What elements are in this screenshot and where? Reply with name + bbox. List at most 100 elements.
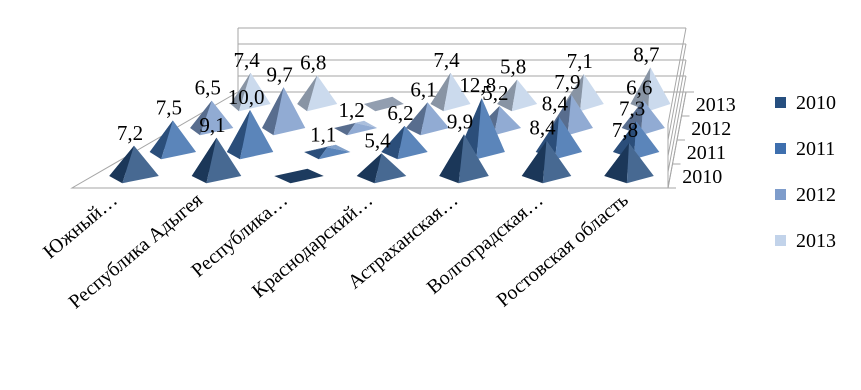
- pyramid-right-face: [347, 122, 378, 136]
- category-axis: Южный…Республика АдыгеяРеспублика…Красно…: [39, 189, 633, 313]
- pyramid-left-face: [226, 110, 251, 160]
- side-wall-gridline: [667, 43, 687, 141]
- pyramid-base: [274, 168, 324, 184]
- pyramid-2011-3: [381, 125, 428, 160]
- pyramid-left-face: [430, 72, 451, 112]
- pyramid-right-face: [206, 137, 242, 184]
- data-label: 10,0: [228, 85, 265, 109]
- pyramid-right-face: [580, 74, 604, 112]
- pyramid-right-face: [458, 134, 489, 184]
- pyramid-right-face: [626, 143, 654, 184]
- pyramid-2012-1: [262, 87, 306, 136]
- legend: 2010 2011 2012 2013: [775, 92, 836, 252]
- pyramid-right-face: [238, 72, 271, 112]
- data-label: 9,7: [267, 62, 293, 86]
- data-label: 7,4: [433, 48, 460, 72]
- pyramid-left-face: [262, 87, 284, 136]
- pyramid-marks: 7,4 6,8 7,4 5,8 7,1 8,76,59,71,26,1 5,2 7,9 6,67…: [109, 42, 671, 184]
- pyramid-right-face: [318, 147, 351, 160]
- pyramid-2011-2: [304, 144, 351, 160]
- pyramid-2013-2: [363, 96, 404, 112]
- pyramid-right-face: [555, 116, 583, 160]
- depth-axis-label: 2013: [696, 94, 736, 116]
- pyramid-left-face: [230, 72, 251, 112]
- pyramid-2011-0: [149, 120, 197, 160]
- pyramid-right-face: [374, 153, 407, 184]
- pyramid-left-face: [630, 67, 651, 112]
- pyramid-right-face: [307, 75, 338, 112]
- data-label: 7,1: [567, 49, 593, 73]
- legend-swatch-2010: [775, 97, 786, 108]
- pyramid-left-face: [521, 140, 547, 184]
- data-label: 12,8: [459, 73, 496, 97]
- pyramid-left-face: [604, 143, 629, 184]
- pyramid-2010-4: [439, 134, 489, 184]
- legend-swatch-2012: [775, 189, 786, 200]
- pyramid-right-face: [542, 140, 572, 184]
- pyramid-right-face: [511, 79, 538, 112]
- data-label: 7,5: [156, 96, 182, 120]
- pyramid-left-face: [297, 75, 318, 112]
- pyramid-left-face: [381, 125, 405, 160]
- pyramid-right-face: [641, 100, 665, 136]
- depth-axis-label: 2010: [682, 166, 722, 188]
- pyramid-2010-5: [521, 140, 572, 184]
- pyramid-back-right-face: [327, 144, 351, 152]
- pyramid-right-face: [122, 145, 159, 184]
- pyramid-2013-0: [230, 72, 271, 112]
- pyramid-right-face: [200, 100, 234, 136]
- pyramid-left-face: [439, 134, 464, 184]
- data-label: 1,1: [310, 122, 336, 146]
- pyramid-2011-5: [535, 116, 583, 160]
- pyramid-2013-3: [430, 72, 471, 112]
- data-label: 8,4: [529, 116, 556, 140]
- pyramid-right-face: [634, 121, 660, 160]
- depth-axis-label: 2012: [691, 118, 731, 140]
- pyramid-2010-2: [274, 168, 324, 184]
- legend-swatch-2011: [775, 143, 786, 154]
- pyramid-left-face: [497, 79, 518, 112]
- pyramid-right-face: [494, 106, 522, 136]
- pyramid-left-face: [405, 102, 428, 136]
- pyramid-2013-1: [297, 75, 338, 112]
- pyramid-back-left-face: [333, 120, 365, 128]
- data-label: 8,7: [633, 42, 659, 66]
- pyramid-right-face: [567, 94, 593, 136]
- pyramid-2013-4: [497, 79, 538, 112]
- data-label: 9,9: [447, 109, 473, 133]
- side-wall-gridline: [667, 59, 687, 157]
- pyramid-left-face: [356, 153, 382, 184]
- data-label: 9,1: [199, 113, 225, 137]
- pyramid-left-face: [304, 147, 328, 160]
- pyramid-2011-1: [226, 110, 274, 160]
- data-label: 7,2: [117, 121, 143, 145]
- pyramid-right-face: [273, 87, 306, 136]
- pyramid-right-face: [240, 110, 274, 160]
- data-label: 8,4: [542, 92, 569, 116]
- pyramid-2012-2: [333, 120, 378, 136]
- pyramid-base: [363, 96, 404, 112]
- data-label: 7,9: [554, 70, 580, 94]
- data-label: 7,4: [233, 48, 260, 72]
- pyramid-2013-6: [630, 67, 671, 112]
- depth-axis-label: 2011: [687, 142, 726, 164]
- legend-swatch-2013: [775, 235, 786, 246]
- pyramid-2010-1: [191, 137, 242, 184]
- data-label: 6,2: [387, 101, 413, 125]
- pyramid-back-left-face: [304, 144, 336, 152]
- pyramid-right-face: [476, 98, 505, 160]
- data-label: 6,5: [195, 76, 221, 100]
- side-wall-gridline: [667, 27, 687, 125]
- pyramid-left-face: [333, 122, 356, 136]
- pyramid-2010-6: [604, 143, 654, 184]
- category-label: Южный…: [39, 189, 122, 263]
- pyramid-right-face: [161, 120, 197, 160]
- data-label: 6,6: [626, 75, 652, 99]
- pyramid-right-face: [648, 67, 671, 112]
- data-label: 7,8: [612, 118, 638, 142]
- data-label: 6,1: [410, 77, 436, 101]
- pyramid-2013-5: [563, 74, 604, 112]
- legend-label-2011: 2011: [796, 138, 835, 160]
- pyramid-back-right-face: [355, 120, 378, 128]
